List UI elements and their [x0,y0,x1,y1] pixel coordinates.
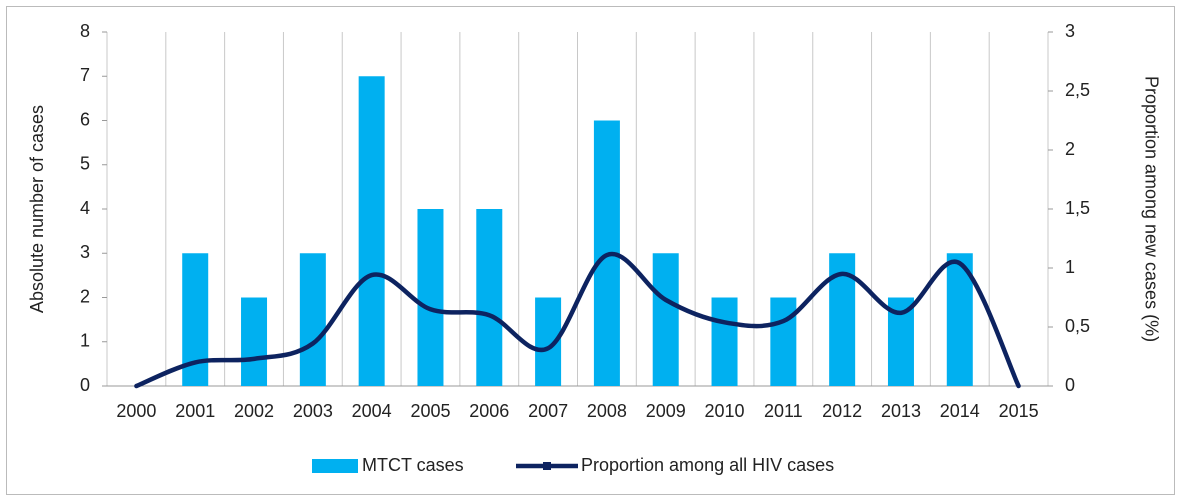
x-tick-label: 2015 [999,401,1039,421]
legend-label: Proportion among all HIV cases [581,455,834,475]
line [134,251,1021,389]
x-tick-label: 2006 [469,401,509,421]
x-tick-label: 2011 [764,401,803,421]
y-tick-label: 1 [80,331,90,351]
legend-marker [543,462,551,470]
y-axis-label: Absolute number of cases [27,105,47,313]
x-tick-label: 2003 [293,401,333,421]
x-tick-label: 2008 [587,401,627,421]
bar [770,297,797,386]
y-tick-label: 4 [80,198,90,218]
y2-tick-label: 0 [1065,375,1075,395]
y2-tick-label: 1 [1065,257,1075,277]
legend-swatch [312,459,358,473]
y2-tick-label: 3 [1065,21,1075,41]
bar [652,253,679,386]
bar [417,209,444,386]
x-tick-label: 2001 [175,401,215,421]
y-tick-label: 8 [80,21,90,41]
bar [711,297,738,386]
y-tick-label: 0 [80,375,90,395]
bar [476,209,503,386]
y-tick-label: 5 [80,154,90,174]
x-tick-label: 2014 [940,401,980,421]
chart-border [6,6,1175,495]
y2-tick-label: 1,5 [1065,198,1090,218]
y2-axis-label: Proportion among new cases (%) [1141,76,1161,342]
x-tick-label: 2000 [116,401,156,421]
x-tick-label: 2009 [646,401,686,421]
x-tick-label: 2005 [410,401,450,421]
x-tick-label: 2007 [528,401,568,421]
y-tick-label: 7 [80,65,90,85]
x-tick-label: 2002 [234,401,274,421]
y-tick-label: 6 [80,109,90,129]
bar [241,297,268,386]
y2-tick-label: 2 [1065,139,1075,159]
legend-label: MTCT cases [362,455,464,475]
x-tick-label: 2010 [705,401,745,421]
x-tick-label: 2012 [822,401,862,421]
x-tick-label: 2004 [352,401,392,421]
y2-tick-label: 0,5 [1065,316,1090,336]
x-tick-label: 2013 [881,401,921,421]
bar [299,253,326,386]
y-tick-label: 3 [80,242,90,262]
bar [358,76,385,386]
y2-tick-label: 2,5 [1065,80,1090,100]
y-tick-label: 2 [80,286,90,306]
